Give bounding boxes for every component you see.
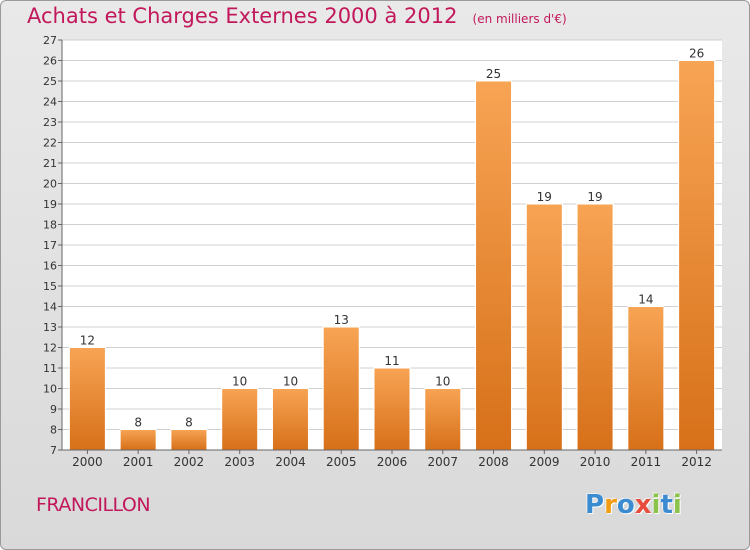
logo-letter: t [660,490,673,520]
y-tick-label: 7 [50,444,57,457]
y-tick-label: 22 [43,137,57,150]
logo-letter: P [585,490,605,520]
y-tick-label: 12 [43,342,57,355]
bar-2005 [322,326,360,451]
data-label: 14 [638,293,653,307]
y-axis-ticks: 7 8 9 10 11 12 13 14 15 16 17 18 19 20 21 22 23 24 25 26 27 [43,34,62,457]
y-tick-label: 14 [43,301,57,314]
bar-2002 [170,429,208,451]
chart-unit: (en milliers d'€) [472,12,567,26]
data-label: 19 [537,190,552,204]
y-tick-label: 24 [43,96,57,109]
data-label: 8 [185,416,193,430]
y-tick-label: 9 [50,403,57,416]
data-label: 19 [587,190,602,204]
logo-letter: x [634,490,652,520]
y-tick-label: 19 [43,198,57,211]
x-tick-label: 2006 [377,455,408,469]
y-tick-label: 13 [43,321,57,334]
chart-title: Achats et Charges Externes 2000 à 2012 [27,4,458,28]
bar-2009 [525,203,563,451]
bar-2000 [68,347,106,451]
logo-letter: r [604,490,617,520]
bar-2007 [424,388,462,451]
x-axis-ticks: 2000 2001 2002 2003 2004 2005 2006 2007 2008 2009… [72,450,712,469]
y-tick-label: 21 [43,157,57,170]
logo-letter: i [672,490,682,520]
x-tick-label: 2005 [326,455,357,469]
y-tick-label: 20 [43,178,57,191]
data-label: 8 [134,416,142,430]
bar-2004 [271,388,309,451]
y-tick-label: 25 [43,75,57,88]
bar-2008 [475,80,513,451]
bar-2010 [576,203,614,451]
y-tick-label: 11 [43,362,57,375]
x-tick-label: 2002 [174,455,205,469]
data-label: 12 [80,334,95,348]
y-tick-label: 18 [43,219,57,232]
x-tick-label: 2009 [529,455,560,469]
proxiti-logo: Proxiti [585,490,682,520]
bar-2003 [221,388,259,451]
data-label: 26 [689,47,704,61]
x-tick-label: 2007 [427,455,458,469]
x-tick-label: 2012 [681,455,712,469]
data-label: 25 [486,67,501,81]
chart-title-row: Achats et Charges Externes 2000 à 2012 (… [27,4,567,28]
data-label: 10 [435,375,450,389]
x-tick-label: 2003 [224,455,255,469]
y-tick-label: 26 [43,55,57,68]
logo-letter: i [651,490,661,520]
data-labels: 12 8 8 10 10 13 11 10 25 19 19 14 26 [80,47,705,430]
x-tick-label: 2001 [123,455,154,469]
bar-2012 [678,60,716,451]
data-label: 13 [334,313,349,327]
bar-2011 [627,306,665,451]
x-tick-label: 2000 [72,455,103,469]
y-tick-label: 27 [43,34,57,47]
x-tick-label: 2008 [478,455,509,469]
y-tick-label: 16 [43,260,57,273]
y-tick-label: 23 [43,116,57,129]
y-tick-label: 15 [43,280,57,293]
y-tick-label: 10 [43,383,57,396]
bar-2001 [119,429,157,451]
location-name: FRANCILLON [36,494,151,516]
y-tick-label: 17 [43,239,57,252]
bars [68,60,716,451]
x-tick-label: 2004 [275,455,306,469]
x-tick-label: 2010 [580,455,611,469]
data-label: 10 [232,375,247,389]
bar-2006 [373,367,411,451]
data-label: 11 [384,354,399,368]
x-tick-label: 2011 [631,455,662,469]
y-tick-label: 8 [50,424,57,437]
logo-letter: o [616,490,635,520]
data-label: 10 [283,375,298,389]
